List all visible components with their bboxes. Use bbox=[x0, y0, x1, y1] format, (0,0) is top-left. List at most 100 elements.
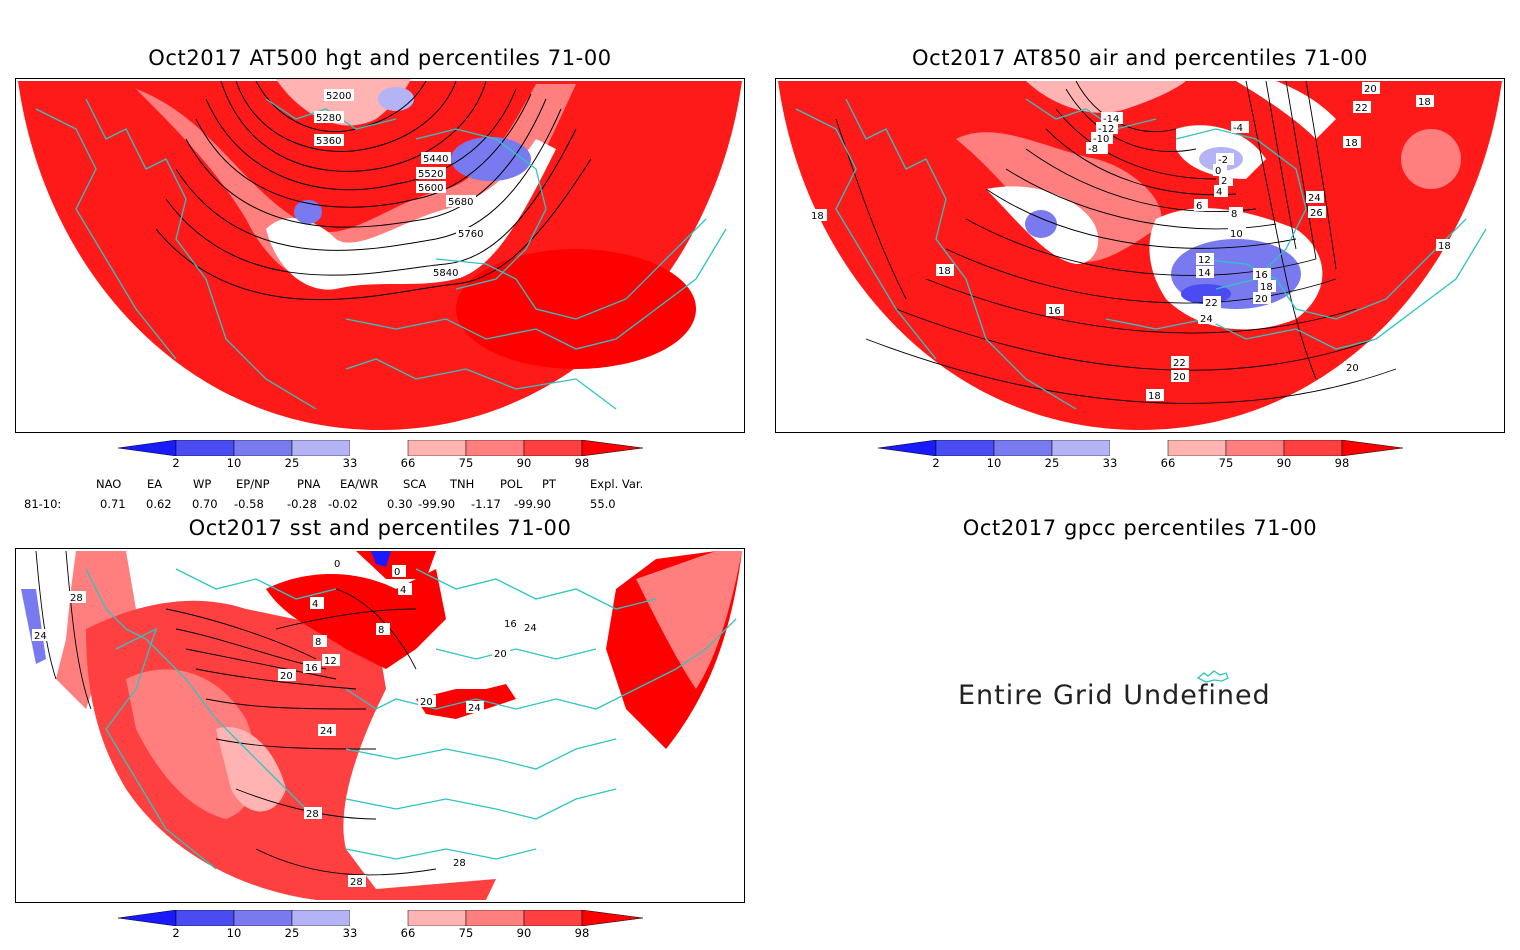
tele-value: -0.02 bbox=[328, 497, 358, 511]
contour-label: -8 bbox=[1088, 144, 1098, 155]
colorbar-tick-label: 75 bbox=[458, 926, 474, 940]
contour-label: 24 bbox=[524, 623, 537, 634]
panel-title-sst: Oct2017 sst and percentiles 71-00 bbox=[188, 516, 572, 540]
contour-label: 5440 bbox=[423, 154, 448, 165]
contour-label: 0 bbox=[1215, 166, 1221, 177]
colorbar-tick-label: 33 bbox=[342, 456, 358, 470]
contour-label: 16 bbox=[504, 619, 517, 630]
panel-title-hgt500: Oct2017 AT500 hgt and percentiles 71-00 bbox=[148, 46, 612, 70]
map-panel-sst: 0 0 4 4 8 8 12 16 20 20 24 24 24 28 28 2… bbox=[15, 548, 745, 903]
contour-label: 14 bbox=[1198, 268, 1211, 279]
colorbar-tick-label: 66 bbox=[400, 926, 416, 940]
colorbar-tick-label: 25 bbox=[1044, 456, 1060, 470]
contour-label: 20 bbox=[1173, 372, 1186, 383]
tele-value: 0.70 bbox=[192, 497, 218, 511]
tele-header: EA/WR bbox=[340, 477, 379, 491]
panel-title-air850: Oct2017 AT850 air and percentiles 71-00 bbox=[911, 46, 1369, 70]
panel-title-gpcc: Oct2017 gpcc percentiles 71-00 bbox=[962, 516, 1318, 540]
contour-label: -10 bbox=[1093, 134, 1109, 145]
contour-label: 4 bbox=[1216, 187, 1222, 198]
tele-header: EP/NP bbox=[236, 477, 270, 491]
contour-label: 16 bbox=[1048, 306, 1061, 317]
contour-label: 18 bbox=[1438, 241, 1451, 252]
contour-label: 5520 bbox=[418, 169, 443, 180]
contour-label: 20 bbox=[420, 697, 433, 708]
map-panel-air850: -14 -12 -10 -8 -4 -2 0 2 4 6 8 10 12 14 … bbox=[775, 78, 1505, 433]
undefined-grid-message: Entire Grid Undefined bbox=[958, 680, 1271, 711]
colorbar-tick-label: 66 bbox=[1160, 456, 1176, 470]
colorbar-tick-label: 98 bbox=[574, 456, 590, 470]
tele-value: 55.0 bbox=[590, 497, 616, 511]
colorbar-tick-label: 2 bbox=[172, 456, 180, 470]
contour-label: 24 bbox=[1308, 193, 1321, 204]
colorbar-tick-label: 33 bbox=[342, 926, 358, 940]
contour-label: 5200 bbox=[326, 91, 351, 102]
contour-label: 18 bbox=[1345, 138, 1358, 149]
colorbar-1-swatches bbox=[117, 439, 644, 457]
colorbar-tick-label: 66 bbox=[400, 456, 416, 470]
contour-label: 5680 bbox=[448, 197, 473, 208]
contour-label: 22 bbox=[1173, 358, 1186, 369]
contour-label: -4 bbox=[1233, 123, 1243, 134]
map-panel-hgt500: 5200 5280 5360 5440 5520 5600 5680 5760 … bbox=[15, 78, 745, 433]
contour-label: 8 bbox=[315, 637, 321, 648]
contour-label: 5280 bbox=[316, 113, 341, 124]
contour-label: 5360 bbox=[316, 136, 341, 147]
contour-label: 24 bbox=[34, 631, 47, 642]
tele-value: 0.62 bbox=[146, 497, 172, 511]
colorbar-1: 2 10 25 33 66 75 90 98 bbox=[117, 439, 644, 480]
contour-label: 16 bbox=[305, 663, 318, 674]
tele-value: -99.90 bbox=[514, 497, 552, 511]
colorbar-tick-label: 90 bbox=[516, 926, 532, 940]
contour-label: 28 bbox=[453, 858, 466, 869]
tele-value: -1.17 bbox=[471, 497, 501, 511]
tele-value: -0.58 bbox=[234, 497, 264, 511]
colorbar-tick-label: 10 bbox=[986, 456, 1002, 470]
contour-label: 20 bbox=[1255, 294, 1268, 305]
colorbar-tick-label: 90 bbox=[516, 456, 532, 470]
tele-header: WP bbox=[193, 477, 212, 491]
colorbar-2-swatches bbox=[877, 439, 1404, 457]
contour-label: 20 bbox=[494, 649, 507, 660]
colorbar-2: 2 10 25 33 66 75 90 98 bbox=[877, 439, 1404, 480]
contour-label: 28 bbox=[350, 877, 363, 888]
tele-value: 0.30 bbox=[387, 497, 413, 511]
tele-header: TNH bbox=[450, 477, 475, 491]
contour-label: 5760 bbox=[458, 229, 483, 240]
contour-label: 4 bbox=[312, 599, 318, 610]
contour-label: 18 bbox=[811, 211, 824, 222]
contour-label: 22 bbox=[1355, 103, 1368, 114]
contour-label: 18 bbox=[1148, 391, 1161, 402]
colorbar-tick-label: 25 bbox=[284, 926, 300, 940]
contour-label: 26 bbox=[1310, 208, 1323, 219]
contour-label: 12 bbox=[324, 656, 337, 667]
contour-label: 8 bbox=[378, 625, 384, 636]
contour-label: 5600 bbox=[418, 183, 443, 194]
contour-label: 28 bbox=[306, 809, 319, 820]
tele-header: SCA bbox=[403, 477, 427, 491]
contour-label: 4 bbox=[400, 585, 406, 596]
tele-header: EA bbox=[147, 477, 163, 491]
tele-header: NAO bbox=[96, 477, 122, 491]
colorbar-tick-label: 90 bbox=[1276, 456, 1292, 470]
contour-label: 28 bbox=[70, 593, 83, 604]
colorbar-tick-label: 75 bbox=[458, 456, 474, 470]
colorbar-tick-label: 10 bbox=[226, 456, 242, 470]
colorbar-tick-label: 2 bbox=[172, 926, 180, 940]
colorbar-tick-label: 75 bbox=[1218, 456, 1234, 470]
contour-label: 18 bbox=[1418, 97, 1431, 108]
contour-label: 18 bbox=[1260, 282, 1273, 293]
contour-label: 16 bbox=[1255, 270, 1268, 281]
colorbar-tick-label: 98 bbox=[1334, 456, 1350, 470]
contour-label: 5840 bbox=[433, 268, 458, 279]
island-outline-icon bbox=[1196, 670, 1229, 683]
contour-label: 20 bbox=[280, 671, 293, 682]
tele-header: PT bbox=[542, 477, 556, 491]
contour-label: 12 bbox=[1198, 255, 1211, 266]
contour-label: 20 bbox=[1346, 363, 1359, 374]
tele-header: PNA bbox=[297, 477, 321, 491]
contour-label: 20 bbox=[1364, 84, 1377, 95]
tele-row-label: 81-10: bbox=[24, 497, 62, 511]
colorbar-tick-label: 98 bbox=[574, 926, 590, 940]
tele-header: Expl. Var. bbox=[590, 477, 644, 491]
